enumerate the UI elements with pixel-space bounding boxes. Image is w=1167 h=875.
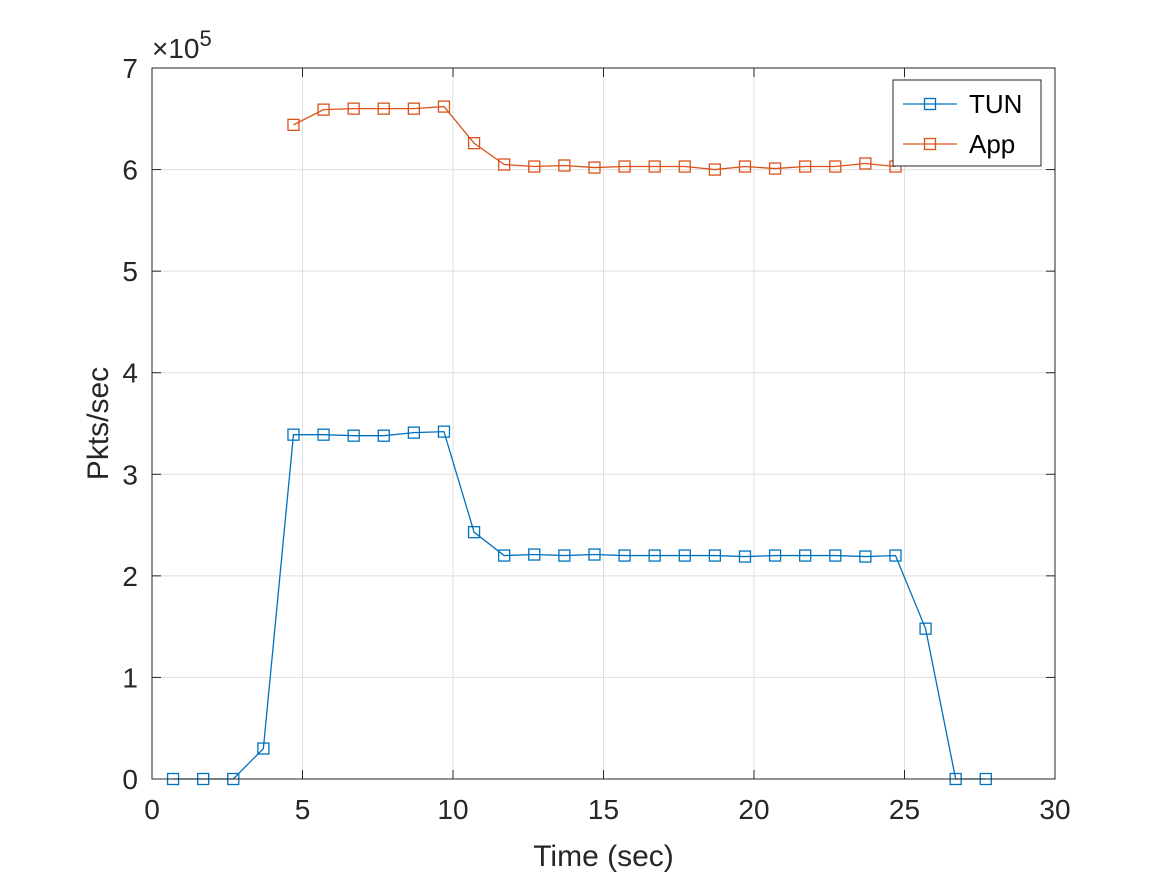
data-point-tun [257,742,270,755]
legend-item-tun: TUN [903,89,1022,119]
series-line-tun [173,430,986,780]
data-point-app [738,160,752,173]
y-axis-label: Pkts/sec [82,367,115,480]
data-point-tun [738,550,752,563]
x-tick-label: 0 [144,794,160,825]
data-point-tun [588,548,601,561]
legend-marker [923,97,937,111]
data-point-tun [437,425,451,438]
data-point-tun [889,549,902,562]
legend-box [892,79,1042,167]
legend-marker [923,137,937,151]
data-point-tun [498,549,511,562]
data-point-app [347,102,360,115]
y-axis-multiplier: ×105 [152,26,212,64]
legend-label: TUN [969,89,1022,119]
series-layer [166,100,992,786]
data-point-tun [648,549,661,562]
y-tick-labels: 0 1 2 3 4 5 6 7 [122,53,138,795]
data-point-app [588,161,601,174]
y-tick-label: 1 [122,662,138,693]
data-point-app [498,158,511,171]
y-axis-multiplier-exponent: 5 [200,26,212,51]
x-axis-label: Time (sec) [533,840,674,873]
data-point-app [678,160,691,173]
legend-label: App [969,129,1015,159]
data-point-app [859,157,872,170]
data-point-tun [919,622,932,635]
data-point-tun [317,428,330,441]
data-point-app [407,102,421,115]
y-tick-label: 7 [122,53,138,84]
legend: TUN App [892,79,1042,167]
data-point-app [799,160,812,173]
series-app [287,100,902,176]
y-tick-label: 6 [122,155,138,186]
data-point-app [528,160,541,173]
data-point-app [618,160,631,173]
grid-lines [151,67,1056,780]
y-tick-label: 3 [122,459,138,490]
y-tick-label: 0 [122,764,138,795]
data-point-app [467,137,481,150]
data-point-tun [558,549,571,562]
data-point-tun [768,549,782,562]
data-point-tun [829,549,842,562]
data-point-app [648,160,661,173]
data-point-tun [528,548,541,561]
data-point-tun [287,428,300,441]
y-axis-multiplier-base: ×10 [152,33,200,64]
data-point-tun [678,549,691,562]
data-point-tun [708,549,722,562]
y-tick-label: 2 [122,561,138,592]
data-point-app [317,103,330,116]
series-tun [166,425,992,786]
x-tick-label: 5 [295,794,311,825]
x-tick-label: 15 [588,794,619,825]
x-tick-label: 10 [437,794,468,825]
data-point-tun [407,426,421,439]
tick-marks [151,67,1056,780]
data-point-tun [859,550,872,563]
x-tick-labels: 0 5 10 15 20 25 30 [144,794,1070,825]
data-point-tun [377,429,390,442]
data-point-app [377,102,390,115]
legend-item-app: App [903,129,1015,159]
data-point-tun [467,526,481,539]
data-point-tun [347,429,360,442]
series-line-app [293,105,896,171]
data-point-app [437,100,451,113]
x-tick-label: 30 [1039,794,1070,825]
x-tick-label: 25 [889,794,920,825]
x-tick-label: 20 [738,794,769,825]
data-point-app [768,162,782,175]
y-tick-label: 4 [122,358,138,389]
data-point-tun [618,549,631,562]
y-tick-label: 5 [122,256,138,287]
data-point-app [829,160,842,173]
data-point-app [558,159,571,172]
data-point-app [708,163,722,176]
data-point-tun [799,549,812,562]
data-point-app [287,118,300,132]
